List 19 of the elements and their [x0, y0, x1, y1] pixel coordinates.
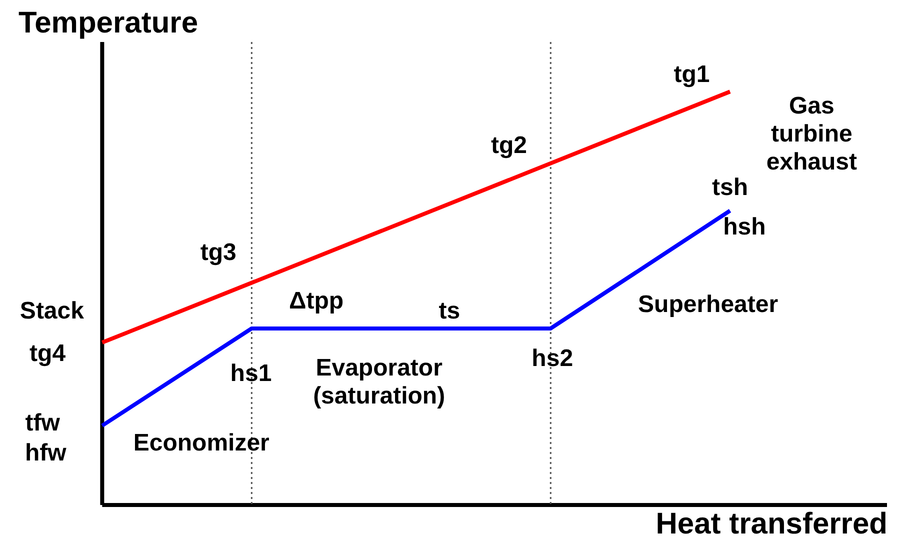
text: tfw: [25, 410, 60, 437]
text: tg4: [30, 340, 66, 368]
text: Gas turbine exhaust: [766, 92, 858, 176]
y-axis-title: Temperature: [18, 6, 198, 40]
text: hfw: [25, 439, 67, 466]
annotation: Superheater: [638, 290, 778, 318]
text: Stack: [20, 298, 85, 325]
annotation: Evaporator (saturation): [313, 354, 446, 410]
annotation: tg3: [200, 239, 236, 266]
annotation: ts: [438, 298, 460, 325]
annotation: hs2: [532, 345, 574, 372]
text: tg1: [674, 61, 710, 88]
annotation: Economizer: [133, 429, 270, 456]
annotation: Δtpp: [288, 288, 344, 315]
x-axis-title: Heat transferred: [656, 508, 888, 540]
annotation: tsh: [712, 174, 748, 201]
annotation: hsh: [723, 214, 766, 241]
annotation: tg2: [491, 132, 528, 160]
annotation: hs1: [230, 360, 272, 387]
